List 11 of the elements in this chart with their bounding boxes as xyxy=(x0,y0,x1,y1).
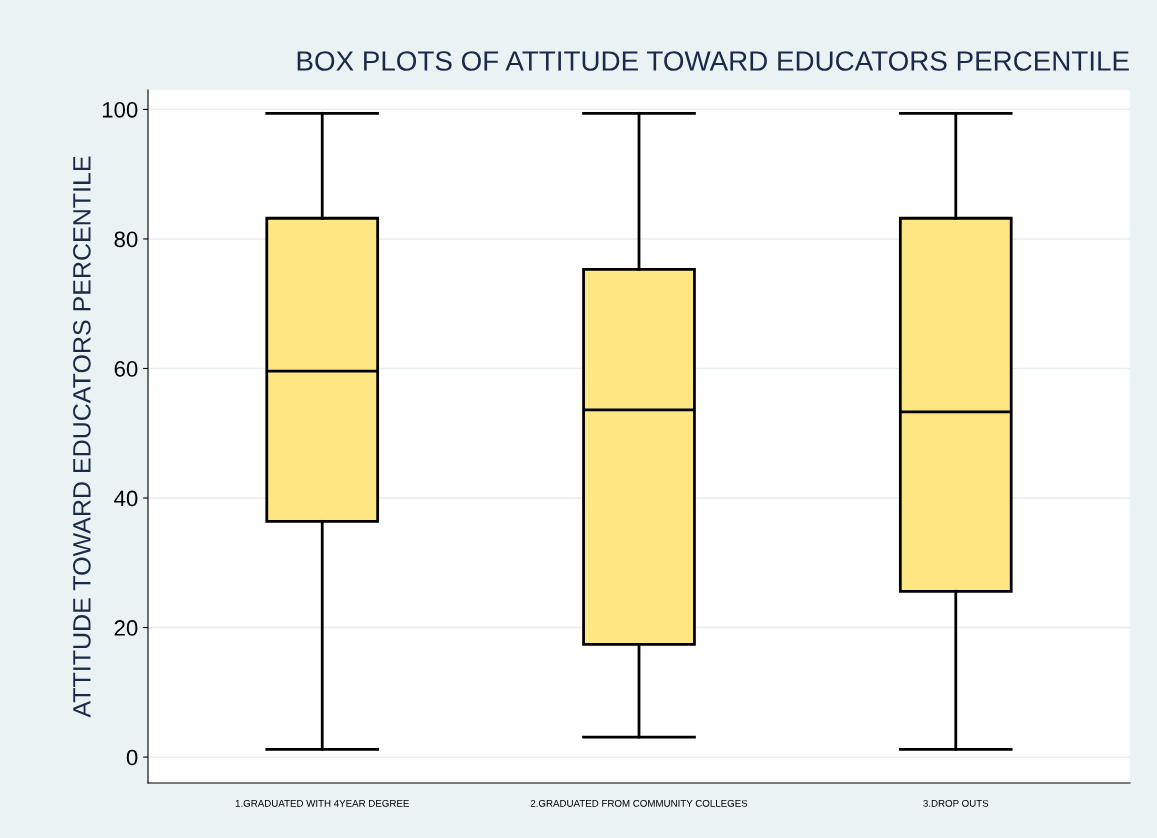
chart-title: BOX PLOTS OF ATTITUDE TOWARD EDUCATORS PERCENTILE xyxy=(297,51,1129,71)
x-tick-label: 2.GRADUATED FROM COMMUNITY COLLEGES xyxy=(530,799,748,807)
x-tick-label: 1.GRADUATED WITH 4YEAR DEGREE xyxy=(235,799,409,807)
y-axis-title: ATTITUDE TOWARD EDUCATORS PERCENTILE xyxy=(73,156,91,718)
y-tick-label: 20 xyxy=(114,620,138,636)
x-tick-label: 3.DROP OUTS xyxy=(923,799,989,807)
y-tick-label: 0 xyxy=(126,749,138,766)
y-tick-label: 100 xyxy=(102,101,138,118)
y-tick-label: 80 xyxy=(114,231,138,248)
y-tick-label: 60 xyxy=(114,361,138,377)
y-tick-label: 40 xyxy=(114,490,138,507)
